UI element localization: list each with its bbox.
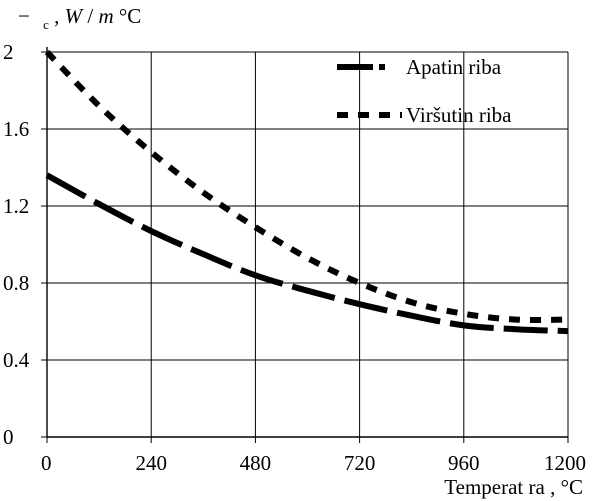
x-tick-label: 1200 bbox=[544, 451, 586, 475]
x-tick-label: 240 bbox=[135, 451, 167, 475]
y-axis-label-part: / bbox=[87, 4, 98, 28]
x-tick-label: 0 bbox=[41, 451, 52, 475]
axes bbox=[41, 47, 569, 443]
y-tick-label: 0.4 bbox=[3, 348, 30, 372]
y-axis-label-part: , bbox=[54, 4, 65, 28]
y-axis-label-part: c bbox=[43, 17, 49, 32]
y-tick-labels: 0 0.4 0.8 1.2 1.6 2 bbox=[3, 40, 30, 449]
legend-label: Viršutin riba bbox=[406, 103, 512, 127]
legend-label: Apatin riba bbox=[406, 55, 502, 79]
legend: Apatin riba Viršutin riba bbox=[337, 55, 512, 127]
y-axis-label-part: m bbox=[98, 4, 113, 28]
y-axis-label: − c , W / m °C bbox=[18, 4, 141, 34]
grid bbox=[47, 51, 569, 437]
y-tick-label: 1.6 bbox=[3, 117, 29, 141]
y-tick-label: 0 bbox=[3, 425, 14, 449]
x-axis-label: Temperat ra , °C bbox=[444, 475, 583, 499]
y-tick-label: 0.8 bbox=[3, 271, 29, 295]
y-axis-label-part: − bbox=[18, 4, 30, 28]
y-tick-label: 1.2 bbox=[3, 194, 29, 218]
y-axis-label-part: °C bbox=[119, 4, 141, 28]
x-tick-label: 960 bbox=[448, 451, 480, 475]
x-tick-label: 480 bbox=[240, 451, 272, 475]
y-axis-label-part: W bbox=[65, 4, 85, 28]
series-lines bbox=[44, 49, 569, 335]
x-tick-labels: 0 240 480 720 960 1200 bbox=[41, 451, 586, 475]
y-tick-label: 2 bbox=[3, 40, 14, 64]
series-line-1 bbox=[44, 49, 569, 323]
series-line-0 bbox=[45, 172, 569, 335]
x-tick-label: 720 bbox=[344, 451, 376, 475]
